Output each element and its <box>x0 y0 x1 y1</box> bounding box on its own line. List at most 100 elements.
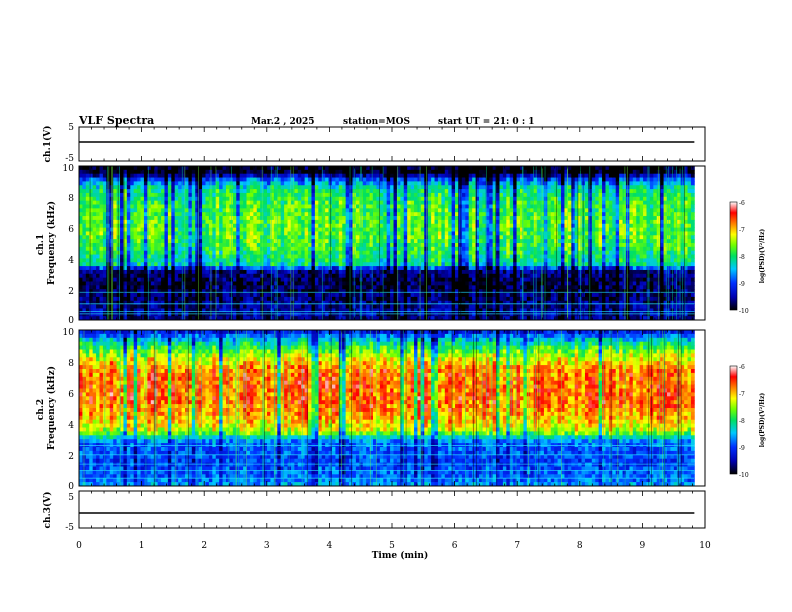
spectrogram-cell <box>472 258 476 263</box>
spectrogram-cell <box>420 277 425 282</box>
spectrogram-cell <box>400 169 405 175</box>
spectrogram-cell <box>485 196 490 202</box>
spectrogram-cell <box>335 192 340 198</box>
spectrogram-cell <box>137 200 141 205</box>
spectrogram-cell <box>130 304 135 309</box>
spectrogram-cell <box>311 196 316 202</box>
spectrogram-cell <box>294 277 299 282</box>
spectrogram-cell <box>301 219 306 225</box>
spectrogram-cell <box>280 239 285 244</box>
spectrogram-cell <box>311 266 316 271</box>
spectrogram-cell <box>383 300 388 305</box>
spectrogram-cell <box>424 285 429 290</box>
spectrogram-cell <box>253 296 258 302</box>
spectrogram-cell <box>297 166 302 171</box>
spectrogram-cell <box>355 243 360 248</box>
spectrogram-cell <box>202 173 206 178</box>
spectrogram-cell <box>243 250 247 255</box>
spectrogram-cell <box>458 293 463 298</box>
spectrogram-cell <box>465 246 470 252</box>
spectrogram-cell <box>492 304 497 309</box>
spectrogram-cell <box>472 196 476 202</box>
spectrogram-cell <box>383 273 388 279</box>
spectrogram-cell <box>335 296 340 302</box>
spectrogram-cell <box>294 293 299 298</box>
spectrogram-cell <box>188 223 193 228</box>
spectrogram-cell <box>249 296 254 302</box>
spectrogram-cell <box>420 304 425 309</box>
spectrogram-cell <box>167 243 172 248</box>
spectrogram-cell <box>89 227 94 232</box>
spectrogram-cell <box>396 316 401 321</box>
spectrogram-cell <box>349 227 353 232</box>
spectrogram-cell <box>154 243 159 248</box>
spectrogram-cell <box>321 243 326 248</box>
spectrogram-cell <box>414 273 418 279</box>
spectrogram-cell <box>243 219 247 225</box>
spectrogram-cell <box>489 254 494 259</box>
spectrogram-cell <box>373 166 377 171</box>
spectrogram-cell <box>331 285 336 290</box>
spectrogram-cell <box>195 223 200 228</box>
spectrogram-cell <box>130 208 135 213</box>
spectrogram-cell <box>379 316 384 321</box>
spectrogram-cell <box>297 304 302 309</box>
spectrogram-cell <box>451 239 456 244</box>
spectrogram-cell <box>123 308 128 313</box>
spectrogram-cell <box>311 177 316 182</box>
spectrogram-cell <box>308 169 312 175</box>
spectrogram-cell <box>349 177 353 182</box>
spectrogram-cell <box>338 192 343 198</box>
spectrogram-cell <box>256 223 261 228</box>
spectrogram-cell <box>150 304 155 309</box>
spectrogram-cell <box>215 250 220 255</box>
spectrogram-cell <box>85 166 90 171</box>
spectrogram-cell <box>393 246 398 252</box>
spectrogram-cell <box>195 243 200 248</box>
spectrogram-cell <box>321 216 326 221</box>
spectrogram-cell <box>143 262 148 267</box>
spectrogram-cell <box>184 296 189 302</box>
spectrogram-cell <box>222 192 227 198</box>
spectrogram-cell <box>102 293 107 298</box>
spectrogram-cell <box>174 289 179 294</box>
spectrogram-cell <box>174 208 179 213</box>
spectrogram-cell <box>325 285 329 290</box>
spectrogram-cell <box>236 269 241 275</box>
spectrogram-cell <box>331 173 336 178</box>
spectrogram-cell <box>277 304 282 309</box>
spectrogram-cell <box>178 285 182 290</box>
spectrogram-cell <box>253 258 258 263</box>
spectrogram-cell <box>297 285 302 290</box>
spectrogram-cell <box>461 243 466 248</box>
spectrogram-cell <box>444 316 449 321</box>
spectrogram-cell <box>403 231 408 236</box>
spectrogram-cell <box>123 281 128 286</box>
spectrogram-cell <box>390 277 394 282</box>
spectrogram-cell <box>154 192 159 198</box>
spectrogram-cell <box>304 169 309 175</box>
spectrogram-cell <box>304 312 309 317</box>
spectrogram-cell <box>205 173 210 178</box>
spectrogram-cell <box>96 196 100 202</box>
spectrogram-cell <box>150 212 155 217</box>
spectrogram-cell <box>455 235 459 240</box>
spectrogram-cell <box>161 200 165 205</box>
spectrogram-cell <box>390 266 394 271</box>
spectrogram-cell <box>249 316 254 321</box>
spectrogram-cell <box>232 266 237 271</box>
spectrogram-cell <box>410 296 415 302</box>
spectrogram-cell <box>417 277 422 282</box>
spectrogram-cell <box>137 166 141 171</box>
spectrogram-cell <box>355 316 360 321</box>
spectrogram-cell <box>222 196 227 202</box>
spectrogram-cell <box>444 196 449 202</box>
spectrogram-cell <box>386 235 391 240</box>
spectrogram-cell <box>284 277 288 282</box>
spectrogram-cell <box>465 235 470 240</box>
spectrogram-cell <box>126 173 131 178</box>
spectrogram-cell <box>331 212 336 217</box>
spectrogram-cell <box>171 258 176 263</box>
spectrogram-cell <box>85 196 90 202</box>
spectrogram-cell <box>325 296 329 302</box>
